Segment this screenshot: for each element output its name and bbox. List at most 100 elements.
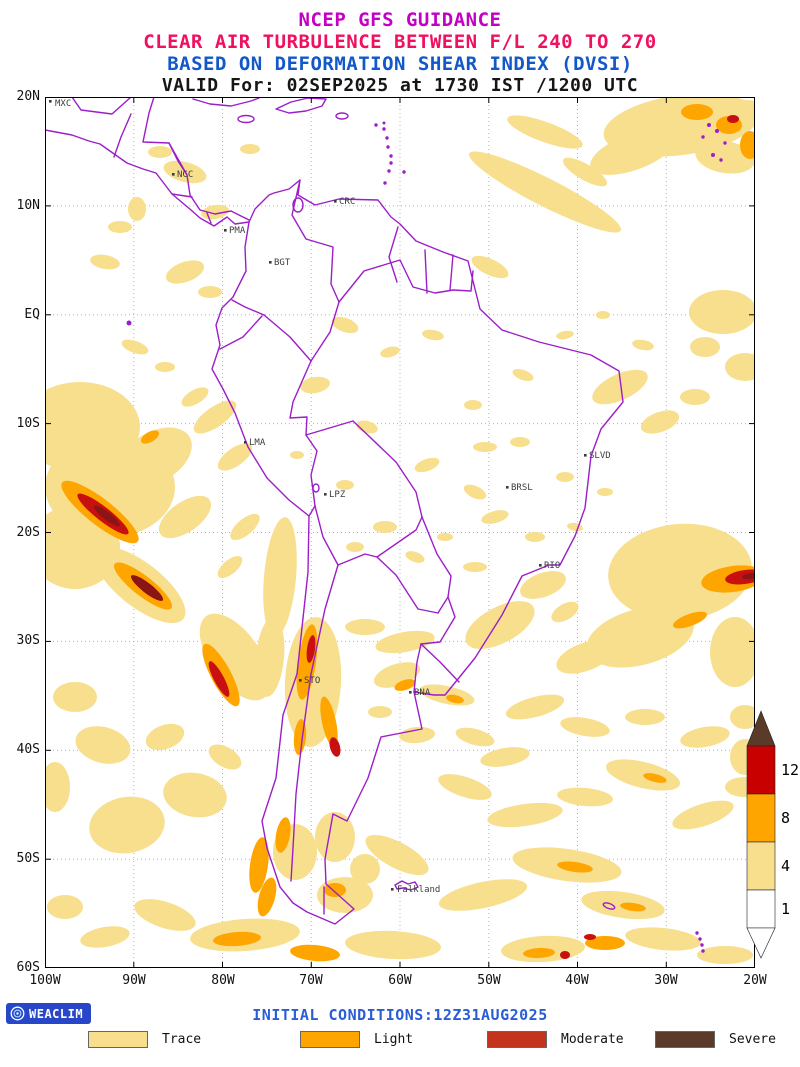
border-mexico-guatemala: [113, 113, 132, 158]
lon-label: 80W: [211, 973, 235, 988]
lat-label: 60S: [16, 960, 40, 975]
colorbar-severe-arrow: [746, 710, 776, 747]
city-marker: [409, 691, 412, 694]
lon-label: 40W: [565, 973, 589, 988]
city-label: CRC: [339, 197, 355, 207]
coastline-cuba: [192, 97, 260, 107]
weaclim-globe-icon: [10, 1006, 25, 1021]
island-south-georgia: [602, 902, 616, 910]
lon-label: 20W: [743, 973, 767, 988]
lake-maracaibo: [292, 197, 304, 213]
island-hispaniola: [275, 97, 327, 114]
lat-label: 20N: [16, 89, 40, 104]
lon-label: 50W: [477, 973, 501, 988]
city-marker: [334, 200, 337, 203]
coastline-central-america-caribbean: [142, 96, 250, 221]
city-marker: [224, 229, 227, 232]
island-puerto-rico: [335, 112, 349, 120]
turbulence-shading-layer: [20, 93, 770, 964]
coastline-central-america-pacific: [44, 129, 250, 227]
lat-label: 10S: [16, 416, 40, 431]
legend-item-severe: Severe: [655, 1030, 776, 1048]
weaclim-logo: WEACLIM: [6, 1003, 92, 1024]
city-label: PMA: [229, 226, 246, 236]
country-borders: [219, 179, 474, 915]
city-label: STO: [304, 676, 320, 686]
turbulence-colorbar: 12 8 4 1: [744, 708, 800, 962]
legend-swatch-light: [300, 1030, 360, 1048]
colorbar-label-8: 8: [781, 809, 790, 827]
lon-label: 70W: [299, 973, 323, 988]
legend-swatch-severe: [655, 1030, 715, 1048]
lat-label: EQ: [24, 307, 40, 322]
legend-swatch-trace: [88, 1030, 148, 1048]
legend-swatch-moderate: [487, 1030, 547, 1048]
lesser-antilles-islands: [374, 121, 406, 185]
city-label: BGT: [274, 258, 291, 268]
legend-label-moderate: Moderate: [561, 1031, 624, 1047]
city-label: LPZ: [329, 490, 346, 500]
colorbar-none-segment: [746, 889, 776, 929]
lat-label: 40S: [16, 742, 40, 757]
border-nicaragua-costa-rica: [171, 193, 193, 198]
lat-label: 30S: [16, 633, 40, 648]
city-marker: [172, 173, 175, 176]
south-sandwich-islands: [695, 931, 705, 953]
city-label: Falkland: [397, 885, 440, 895]
lat-label: 20S: [16, 525, 40, 540]
island-falklands: [394, 880, 419, 891]
city-label: RIO: [544, 561, 560, 571]
city-label: LMA: [249, 438, 266, 448]
legend-label-severe: Severe: [729, 1031, 776, 1047]
lat-label: 10N: [16, 198, 40, 213]
island-galapagos: [126, 320, 132, 326]
border-honduras-nicaragua: [168, 142, 188, 176]
lake-titicaca: [312, 483, 320, 493]
legend-item-trace: Trace: [88, 1030, 202, 1048]
legend-item-light: Light: [300, 1030, 414, 1048]
colorbar-label-12: 12: [781, 761, 799, 779]
coastline-gulf-of-mexico: [71, 96, 132, 115]
city-marker: [244, 441, 247, 444]
city-marker: [391, 888, 394, 891]
legend-label-light: Light: [374, 1031, 414, 1047]
initial-conditions-text: INITIAL CONDITIONS:12Z31AUG2025: [252, 1006, 548, 1024]
turbulence-map: MXC NCC CRC PMA BGT LMA LPZ SLVD BRSL RI…: [20, 93, 770, 968]
weaclim-label: WEACLIM: [29, 1006, 84, 1021]
city-label: NCC: [177, 170, 193, 180]
city-marker: [324, 493, 327, 496]
city-label: SLVD: [589, 451, 611, 461]
colorbar-label-4: 4: [781, 857, 790, 875]
city-labels-layer: MXC NCC CRC PMA BGT LMA LPZ SLVD BRSL RI…: [49, 99, 611, 895]
colorbar-trace-segment: [746, 841, 776, 891]
geography-layer: [44, 96, 727, 953]
colorbar-below-arrow: [746, 927, 776, 959]
city-marker: [49, 100, 52, 103]
title-method: BASED ON DEFORMATION SHEAR INDEX (DVSI): [167, 53, 633, 75]
city-label: MXC: [55, 99, 71, 109]
legend-label-trace: Trace: [162, 1031, 202, 1047]
cape-verde-islands: [701, 123, 727, 162]
city-marker: [299, 679, 302, 682]
city-label: BRSL: [511, 483, 533, 493]
lon-label: 100W: [29, 973, 61, 988]
city-marker: [539, 564, 542, 567]
border-costa-rica-panama: [206, 212, 212, 224]
lat-label: 50S: [16, 851, 40, 866]
title-model: NCEP GFS GUIDANCE: [298, 9, 502, 31]
title-product: CLEAR AIR TURBULENCE BETWEEN F/L 240 TO …: [143, 31, 657, 53]
colorbar-label-1: 1: [781, 900, 790, 918]
city-marker: [506, 486, 509, 489]
island-jamaica: [237, 114, 255, 124]
colorbar-moderate-segment: [746, 745, 776, 795]
lon-label: 60W: [388, 973, 412, 988]
city-label: BNA: [414, 688, 431, 698]
lon-label: 90W: [122, 973, 146, 988]
map-frame: [45, 97, 755, 968]
city-marker: [584, 454, 587, 457]
city-marker: [269, 261, 272, 264]
lon-label: 30W: [654, 973, 678, 988]
colorbar-light-segment: [746, 793, 776, 843]
legend-item-moderate: Moderate: [487, 1030, 624, 1048]
